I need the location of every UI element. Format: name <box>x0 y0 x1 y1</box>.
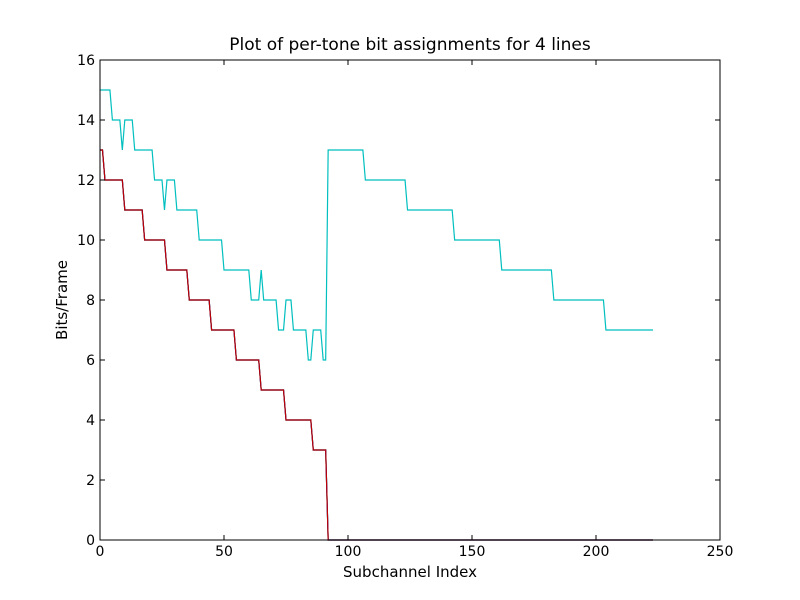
x-tick-label: 0 <box>96 544 105 560</box>
chart-title: Plot of per-tone bit assignments for 4 l… <box>229 35 591 55</box>
y-tick-label: 2 <box>86 473 95 489</box>
y-tick-label: 10 <box>77 233 95 249</box>
y-tick-label: 12 <box>77 173 95 189</box>
x-axis-label: Subchannel Index <box>343 563 477 581</box>
y-tick-label: 4 <box>86 413 95 429</box>
x-tick-label: 100 <box>335 544 362 560</box>
y-tick-label: 6 <box>86 353 95 369</box>
axis-ticks: 0 50 100 150 200 250 0 2 4 6 8 10 12 14 16 <box>77 53 733 560</box>
y-tick-label: 8 <box>86 293 95 309</box>
series-line-1 <box>100 89 654 361</box>
y-tick-label: 16 <box>77 53 95 69</box>
y-tick-label: 14 <box>77 113 95 129</box>
series-layer <box>100 89 654 541</box>
x-tick-label: 150 <box>459 544 486 560</box>
x-tick-label: 250 <box>707 544 734 560</box>
x-tick-label: 200 <box>583 544 610 560</box>
y-axis-label: Bits/Frame <box>53 260 71 340</box>
series-line-4 <box>100 149 654 541</box>
y-tick-label: 0 <box>86 533 95 549</box>
x-tick-label: 50 <box>215 544 233 560</box>
